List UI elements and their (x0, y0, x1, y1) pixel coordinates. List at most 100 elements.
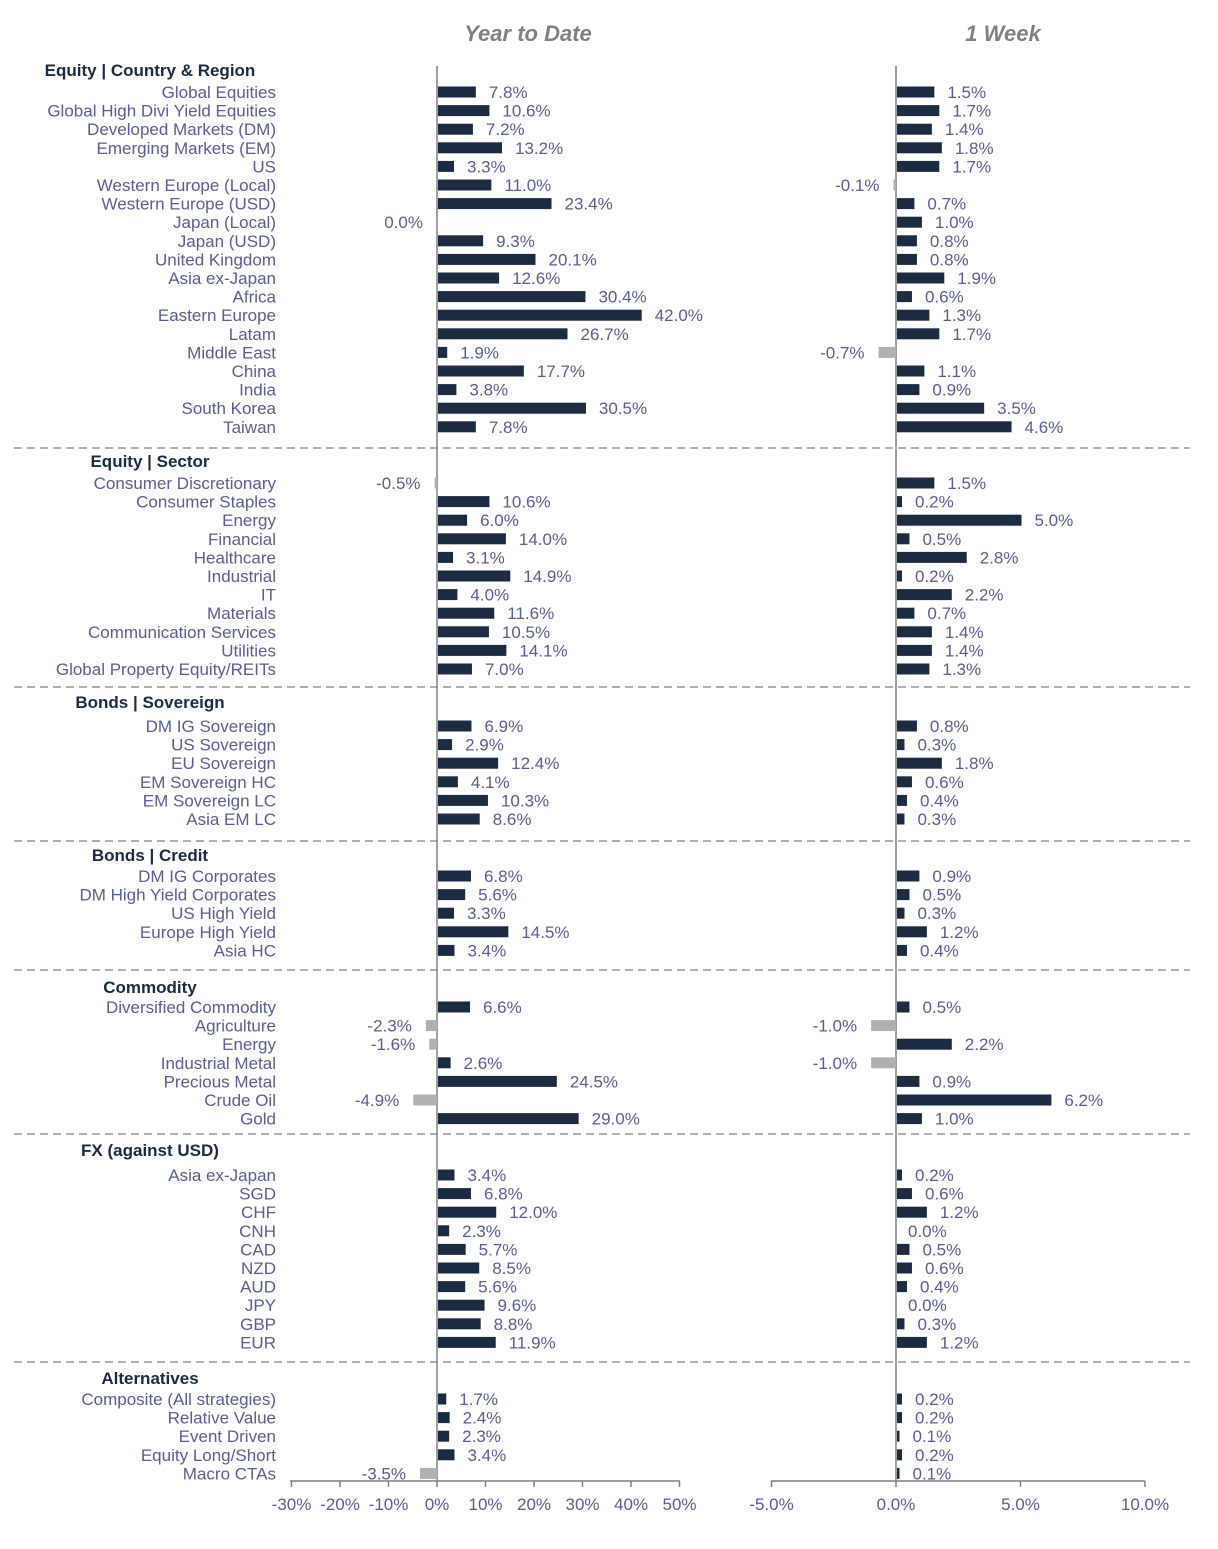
row-label: Industrial (207, 567, 276, 586)
bar (438, 198, 552, 210)
data-label: 14.0% (519, 530, 567, 549)
bar (897, 1206, 927, 1218)
bar (438, 757, 499, 769)
row-label: Equity Long/Short (141, 1446, 276, 1465)
row-label: Latam (229, 325, 276, 344)
data-label: 0.1% (912, 1427, 951, 1446)
row-label: Middle East (187, 343, 276, 362)
data-label: -4.9% (355, 1091, 399, 1110)
data-label: 1.0% (935, 1110, 974, 1129)
bar (438, 1318, 481, 1330)
data-label: 0.2% (915, 1409, 954, 1428)
bar (897, 720, 917, 732)
bar (897, 570, 902, 582)
bar (897, 663, 930, 675)
panel-title: Year to Date (464, 21, 592, 46)
data-label: 10.3% (501, 791, 549, 810)
data-label: 5.0% (1035, 511, 1074, 530)
data-label: 12.0% (509, 1203, 557, 1222)
row-label: Western Europe (Local) (97, 176, 276, 195)
x-tick-label: 30% (565, 1495, 599, 1514)
bar (438, 589, 458, 601)
bar (897, 477, 935, 489)
data-label: 0.6% (925, 1259, 964, 1278)
bar (438, 1113, 579, 1125)
data-label: 1.5% (947, 474, 986, 493)
row-label: US High Yield (171, 904, 276, 923)
bar (438, 272, 500, 284)
bar (897, 739, 905, 751)
data-label: 13.2% (515, 139, 563, 158)
x-tick-label: 10% (468, 1495, 502, 1514)
row-label: Global Equities (162, 83, 276, 102)
data-label: 0.9% (932, 867, 971, 886)
bar (897, 328, 940, 340)
data-label: 0.9% (932, 1072, 971, 1091)
data-label: -0.1% (835, 176, 879, 195)
bar (897, 1449, 902, 1461)
row-label: CNH (239, 1222, 276, 1241)
bar (897, 1094, 1052, 1106)
row-label: Financial (208, 530, 276, 549)
data-label: 1.3% (942, 306, 981, 325)
data-label: 1.4% (945, 120, 984, 139)
bar (438, 160, 455, 172)
x-tick-label: -20% (320, 1495, 360, 1514)
group-heading: Commodity (103, 978, 197, 997)
bar (438, 570, 511, 582)
row-label: AUD (240, 1278, 276, 1297)
x-tick-label: -5.0% (749, 1495, 793, 1514)
bar (438, 346, 448, 358)
data-label: 0.9% (932, 381, 971, 400)
bar (438, 309, 642, 321)
group-heading: Bonds | Credit (92, 846, 209, 865)
data-label: 5.6% (478, 1278, 517, 1297)
data-label: 0.7% (927, 604, 966, 623)
data-label: 7.8% (489, 418, 528, 437)
bar (438, 496, 490, 508)
data-label: 8.6% (493, 810, 532, 829)
bar (897, 496, 902, 508)
data-label: 2.3% (462, 1222, 501, 1241)
bar (897, 533, 910, 545)
bar (438, 86, 476, 98)
data-label: 14.5% (521, 923, 569, 942)
row-label: Japan (USD) (178, 232, 276, 251)
bar (438, 776, 458, 788)
bar (871, 1057, 896, 1069)
bar (897, 1318, 905, 1330)
data-label: 5.6% (478, 886, 517, 905)
data-label: 1.7% (952, 325, 991, 344)
bar (897, 272, 945, 284)
data-label: 1.1% (937, 362, 976, 381)
bar (897, 291, 912, 303)
x-tick-label: 0.0% (877, 1495, 916, 1514)
bar (438, 514, 468, 526)
bar (438, 1001, 471, 1013)
bar (897, 105, 940, 117)
bar (897, 926, 927, 938)
bar (438, 365, 524, 377)
data-label: 14.9% (523, 567, 571, 586)
bar (438, 1262, 480, 1274)
bar (897, 514, 1022, 526)
data-label: 42.0% (655, 306, 703, 325)
bar (897, 86, 935, 98)
data-label: 0.2% (915, 567, 954, 586)
bar (897, 402, 985, 414)
row-label: Energy (222, 511, 276, 530)
row-label: Healthcare (194, 548, 276, 567)
row-label: Consumer Discretionary (94, 474, 277, 493)
data-label: 0.5% (922, 886, 961, 905)
bar (897, 776, 912, 788)
data-label: 0.3% (917, 736, 956, 755)
x-tick-label: 0% (425, 1495, 450, 1514)
row-label: EU Sovereign (171, 754, 276, 773)
row-label: United Kingdom (155, 250, 276, 269)
data-label: 4.6% (1025, 418, 1064, 437)
bar (897, 1281, 907, 1293)
bar (897, 1038, 952, 1050)
bar (438, 889, 466, 901)
data-label: 1.2% (940, 1333, 979, 1352)
x-tick-label: 5.0% (1001, 1495, 1040, 1514)
